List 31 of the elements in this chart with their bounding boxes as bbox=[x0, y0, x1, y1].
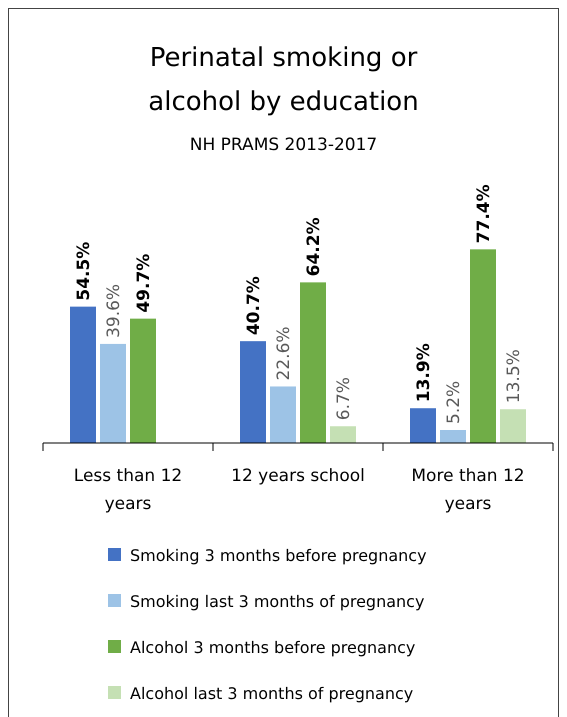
data-label: 22.6% bbox=[274, 326, 294, 380]
bar bbox=[240, 341, 266, 443]
x-tick-label: 12 years school bbox=[231, 466, 365, 486]
legend-label: Alcohol 3 months before pregnancy bbox=[130, 638, 416, 657]
bar bbox=[330, 426, 356, 443]
bar bbox=[410, 408, 436, 443]
bar bbox=[300, 282, 326, 443]
data-label: 40.7% bbox=[244, 276, 264, 336]
data-label: 13.9% bbox=[414, 343, 434, 402]
data-label: 49.7% bbox=[134, 254, 154, 313]
data-label: 6.7% bbox=[334, 377, 354, 420]
chart-subtitle: NH PRAMS 2013-2017 bbox=[190, 135, 378, 155]
data-label: 5.2% bbox=[444, 380, 464, 424]
data-label: 77.4% bbox=[474, 184, 494, 244]
data-label: 39.6% bbox=[104, 284, 124, 338]
data-label: 64.2% bbox=[304, 217, 324, 276]
bar bbox=[70, 306, 96, 443]
bar bbox=[500, 409, 526, 443]
x-tick-label: More than 12 years bbox=[411, 466, 525, 514]
bar bbox=[470, 249, 496, 443]
chart-title: Perinatal smoking or alcohol by education bbox=[148, 43, 419, 117]
data-label: 13.5% bbox=[504, 349, 524, 404]
bar bbox=[100, 344, 126, 443]
legend-label: Alcohol last 3 months of pregnancy bbox=[130, 684, 414, 703]
legend-label: Smoking 3 months before pregnancy bbox=[130, 546, 427, 565]
bar bbox=[130, 318, 156, 443]
x-tick-label: Less than 12 years bbox=[74, 466, 182, 514]
bar bbox=[270, 386, 296, 443]
bar bbox=[440, 430, 466, 443]
data-label: 54.5% bbox=[74, 242, 94, 301]
legend-label: Smoking last 3 months of pregnancy bbox=[130, 592, 424, 611]
